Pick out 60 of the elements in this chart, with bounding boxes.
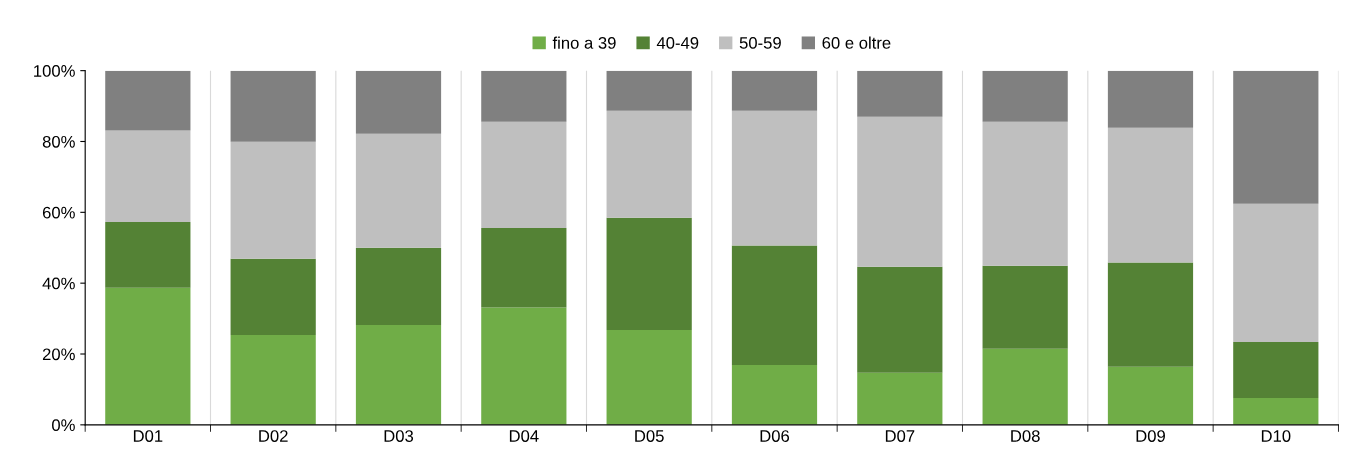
bar [606,110,692,218]
x-tick-label: D01 [133,430,163,442]
bar [1233,70,1319,204]
bar [982,121,1068,266]
bar [1233,203,1319,342]
x-tick-label: D05 [635,430,664,442]
bar [481,70,567,122]
bar [606,217,692,330]
x-tick-label: D04 [509,430,539,442]
y-tick-label: 60% [42,206,75,219]
x-tick-label: D03 [384,430,414,442]
bar [857,70,943,117]
legend-label: 40-49 [656,37,699,49]
bar [731,70,818,111]
y-tick-label: 80% [42,135,75,148]
bar [481,121,567,228]
bar [230,258,316,335]
bar [1107,366,1194,425]
bar [105,221,191,288]
bar [1107,127,1194,263]
bar [857,266,943,373]
bar [857,372,943,425]
bar [606,70,692,111]
bar [230,141,316,259]
bar [230,334,316,425]
legend-label: 60 e oltre [822,36,891,49]
legend-label: fino a 39 [552,36,616,49]
bar [481,307,567,425]
bar [982,70,1068,122]
bar [1233,341,1319,398]
bar [731,364,818,425]
bar [731,110,818,246]
bar [1233,397,1319,425]
y-tick-label: 100% [34,65,75,77]
bar [105,70,191,131]
bar [731,245,818,365]
x-tick-label: D02 [259,430,288,442]
bar [355,247,442,325]
bar [982,265,1068,349]
x-tick-label: D06 [760,430,790,442]
x-tick-label: D09 [1136,430,1165,442]
bar [1107,262,1194,367]
y-tick-label: 40% [42,277,75,290]
bar [105,287,191,425]
bar [982,348,1068,425]
bar [355,133,442,248]
y-tick-label: 0% [52,419,75,432]
x-tick-label: D10 [1261,430,1291,442]
x-tick-label: D07 [885,430,915,442]
bar [230,70,316,142]
bar [606,329,692,425]
legend-label: 50-59 [739,37,781,49]
bar [481,227,567,308]
bar [355,70,442,134]
x-tick-label: D08 [1011,430,1040,442]
bar [105,130,191,222]
bar [355,324,442,425]
bar [1107,70,1194,128]
bar [857,116,943,267]
y-tick-label: 20% [42,348,75,361]
